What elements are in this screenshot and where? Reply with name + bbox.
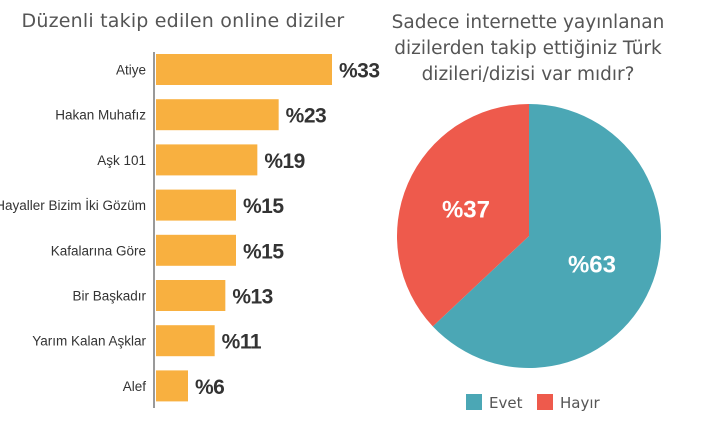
pie-title-line-3: dizileri/dizisi var mıdır? [421,64,635,85]
bar-yarim-kalan-asklar [156,325,215,357]
bar-alef [156,370,188,402]
pie-chart-title: Sadece internette yayınlanan dizilerden … [372,10,684,88]
value-label-yarim-kalan-asklar: %11 [222,331,262,354]
value-label-bir-baskadir: %13 [232,286,273,309]
category-label-bir-baskadir: Bir Başkadır [72,289,146,304]
bar-chart: Atiye %33 Hakan Muhafız %23 Aşk 101 %19 Hayall… [0,52,380,408]
bar-chart-title: Düzenli takip edilen online diziler [21,10,345,32]
bar-ask-101 [156,144,258,176]
legend-label-evet: Evet [489,394,523,412]
category-label-ask-101: Aşk 101 [97,153,146,168]
pie-title-line-2: dizilerden takip ettiğiniz Türk [394,38,662,59]
pie-chart-plot: %63 %37 [397,103,661,368]
legend-swatch-hayir [537,394,553,410]
bar-atiye [156,54,332,85]
category-label-atiye: Atiye [116,63,146,78]
bar-hayaller-bizim-iki-gozum [156,189,236,221]
category-label-hayaller-bizim-iki-gozum: Hayaller Bizim İki Gözüm [0,198,146,213]
category-label-alef: Alef [123,379,147,394]
category-label-kafalarina-gore: Kafalarına Göre [51,243,146,258]
pie-title-line-1: Sadece internette yayınlanan [391,12,665,33]
bar-kafalarina-gore [156,234,236,266]
value-label-ask-101: %19 [264,150,305,173]
bar-chart-plot: Atiye %33 Hakan Muhafız %23 Aşk 101 %19 Hayall… [0,52,380,408]
value-label-hakan-muhafiz: %23 [286,105,327,128]
pie-slice-hayir [397,103,529,327]
category-label-yarim-kalan-asklar: Yarım Kalan Aşklar [32,334,146,349]
category-label-hakan-muhafiz: Hakan Muhafız [55,108,146,123]
bar-bir-baskadir [156,280,226,311]
value-label-alef: %6 [195,376,224,399]
value-label-atiye: %33 [339,60,380,83]
pie-label-hayir: %37 [442,197,490,224]
pie-label-evet: %63 [568,251,616,278]
bar-hakan-muhafiz [156,99,279,131]
pie-slice-evet [432,104,661,368]
value-label-hayaller-bizim-iki-gozum: %15 [243,195,284,218]
pie-legend: Evet Hayır [466,394,601,412]
legend-label-hayir: Hayır [560,394,601,412]
value-label-kafalarina-gore: %15 [243,240,284,263]
legend-swatch-evet [466,394,482,410]
